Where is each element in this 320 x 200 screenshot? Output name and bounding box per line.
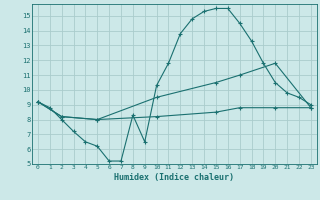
X-axis label: Humidex (Indice chaleur): Humidex (Indice chaleur)	[115, 173, 234, 182]
